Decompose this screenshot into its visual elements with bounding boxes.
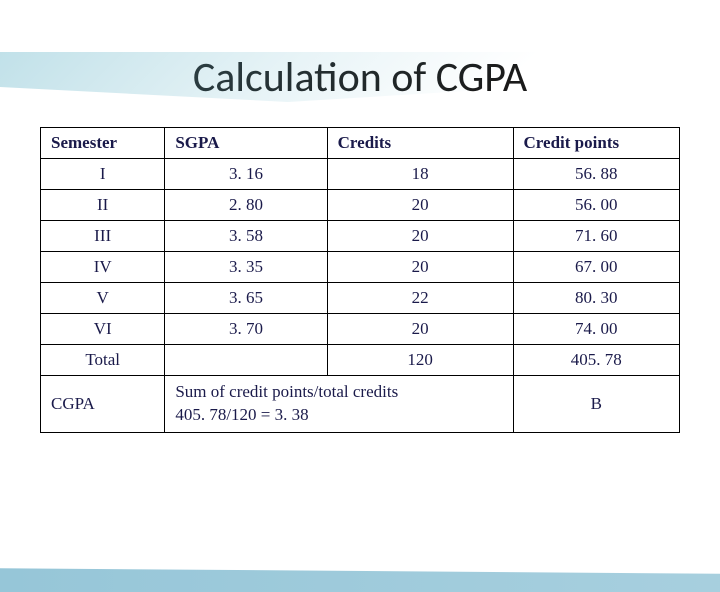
- table-row: II 2. 80 20 56. 00: [41, 190, 680, 221]
- cell-credits: 20: [327, 190, 513, 221]
- table-row: VI 3. 70 20 74. 00: [41, 314, 680, 345]
- cell-points: 71. 60: [513, 221, 679, 252]
- col-sgpa: SGPA: [165, 128, 327, 159]
- col-credits: Credits: [327, 128, 513, 159]
- cgpa-table: Semester SGPA Credits Credit points I 3.…: [40, 127, 680, 433]
- table-row: IV 3. 35 20 67. 00: [41, 252, 680, 283]
- cell-credits: 20: [327, 314, 513, 345]
- formula-line-1: Sum of credit points/total credits: [175, 382, 398, 401]
- bottom-decoration: [0, 564, 720, 592]
- cell-sem: I: [41, 159, 165, 190]
- cell-sem: III: [41, 221, 165, 252]
- cell-sgpa: 3. 35: [165, 252, 327, 283]
- cell-points: 56. 88: [513, 159, 679, 190]
- cell-credits: 22: [327, 283, 513, 314]
- cell-sem: V: [41, 283, 165, 314]
- cell-sgpa: 3. 65: [165, 283, 327, 314]
- cell-total-credits: 120: [327, 345, 513, 376]
- cell-sem: VI: [41, 314, 165, 345]
- cell-sgpa: 3. 58: [165, 221, 327, 252]
- cell-sgpa: 3. 16: [165, 159, 327, 190]
- table-row: V 3. 65 22 80. 30: [41, 283, 680, 314]
- cell-sgpa: 3. 70: [165, 314, 327, 345]
- cell-cgpa-formula: Sum of credit points/total credits 405. …: [165, 376, 513, 433]
- cell-cgpa-label: CGPA: [41, 376, 165, 433]
- table-cgpa-row: CGPA Sum of credit points/total credits …: [41, 376, 680, 433]
- cell-points: 56. 00: [513, 190, 679, 221]
- cell-credits: 20: [327, 252, 513, 283]
- col-credit-points: Credit points: [513, 128, 679, 159]
- formula-line-2: 405. 78/120 = 3. 38: [175, 405, 308, 424]
- cell-total-label: Total: [41, 345, 165, 376]
- cell-credits: 20: [327, 221, 513, 252]
- cell-sem: IV: [41, 252, 165, 283]
- cell-points: 74. 00: [513, 314, 679, 345]
- cell-sgpa: 2. 80: [165, 190, 327, 221]
- cell-credits: 18: [327, 159, 513, 190]
- table-header-row: Semester SGPA Credits Credit points: [41, 128, 680, 159]
- table-row: III 3. 58 20 71. 60: [41, 221, 680, 252]
- cell-points: 67. 00: [513, 252, 679, 283]
- cell-grade: B: [513, 376, 679, 433]
- cell-sem: II: [41, 190, 165, 221]
- col-semester: Semester: [41, 128, 165, 159]
- cell-total-points: 405. 78: [513, 345, 679, 376]
- table-row: I 3. 16 18 56. 88: [41, 159, 680, 190]
- cell-points: 80. 30: [513, 283, 679, 314]
- cell-total-sgpa: [165, 345, 327, 376]
- table-total-row: Total 120 405. 78: [41, 345, 680, 376]
